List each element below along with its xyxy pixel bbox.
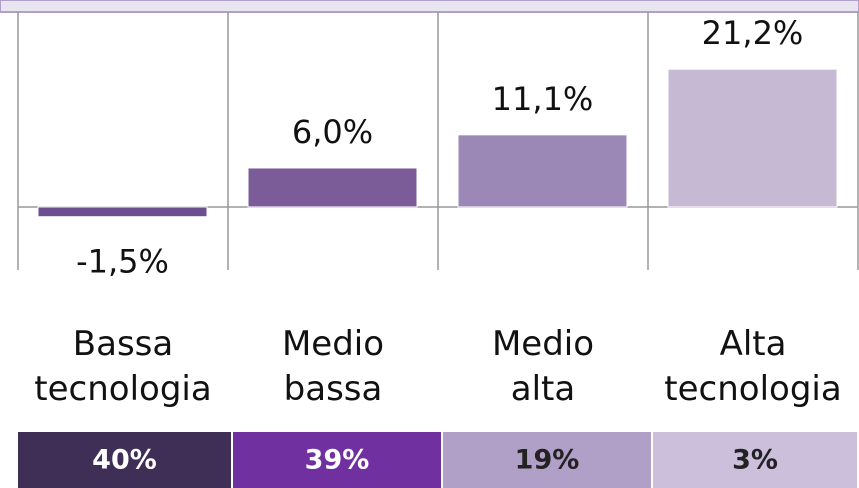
value-label: 11,1%	[492, 80, 594, 118]
share-label: 40%	[92, 445, 157, 476]
bar	[37, 206, 208, 218]
bar	[457, 134, 628, 208]
value-label: 6,0%	[292, 113, 373, 151]
share-label: 19%	[515, 445, 580, 476]
x-tick-label: Medio bassa	[282, 324, 384, 409]
share-label: 39%	[305, 445, 370, 476]
x-tick-label: Alta tecnologia	[664, 324, 841, 409]
share-cell	[18, 432, 231, 488]
share-cell	[233, 432, 441, 488]
bar	[667, 68, 838, 208]
share-cell	[443, 432, 651, 488]
bar	[247, 167, 418, 208]
x-tick-label: Medio alta	[492, 324, 594, 409]
share-cell	[653, 432, 857, 488]
header-band	[0, 0, 859, 13]
value-label: -1,5%	[76, 243, 169, 281]
value-label: 21,2%	[702, 14, 804, 52]
x-tick-label: Bassa tecnologia	[34, 324, 211, 409]
share-label: 3%	[732, 445, 778, 476]
